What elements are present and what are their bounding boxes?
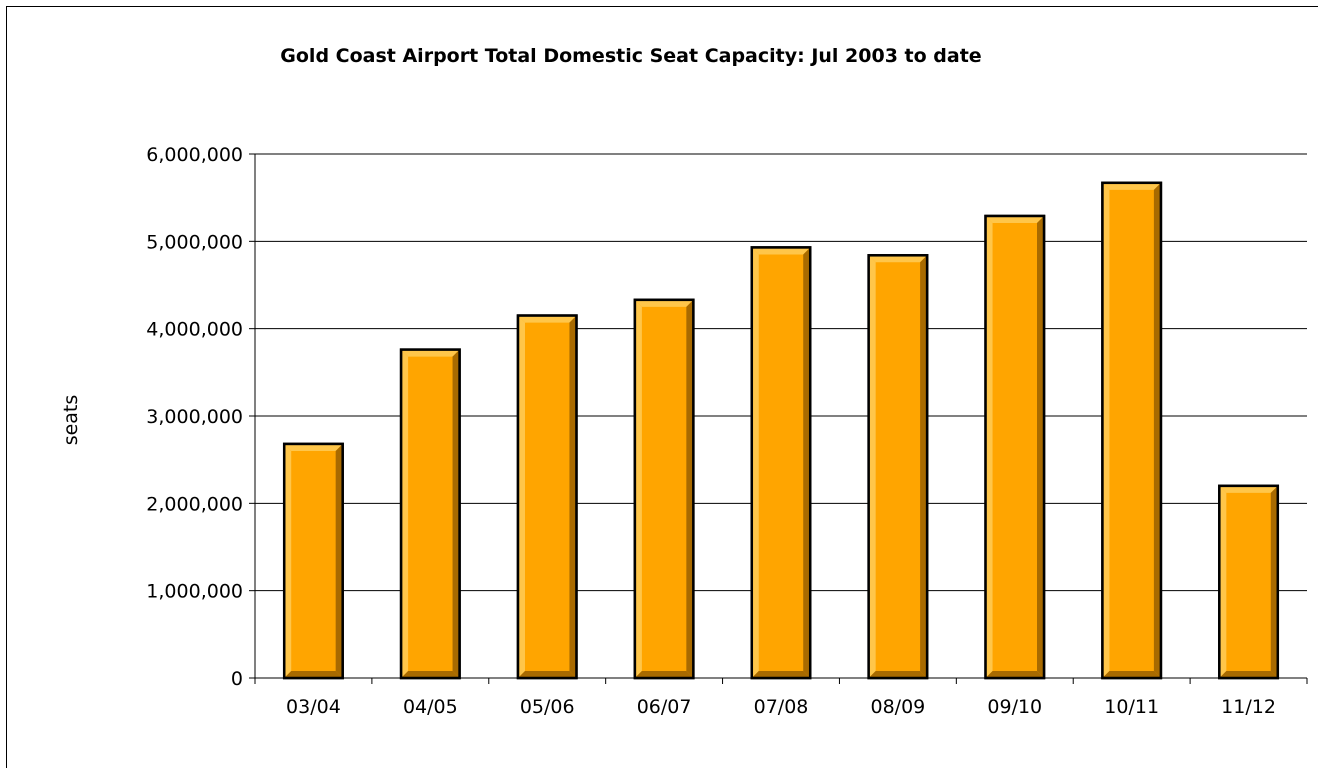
bar-bevel-top (284, 443, 343, 451)
bar-bevel-bottom (401, 671, 460, 678)
x-tick-label: 04/05 (403, 696, 458, 718)
bar-bevel-bottom (868, 671, 928, 678)
bar-bevel-right (920, 255, 928, 678)
y-tick-label: 6,000,000 (146, 144, 243, 166)
bar (633, 298, 695, 680)
chart-frame: Gold Coast Airport Total Domestic Seat C… (6, 6, 1318, 768)
y-tick-labels: 0 1,000,000 2,000,000 3,000,000 4,000,000 5,0… (146, 144, 243, 690)
bar (750, 246, 812, 680)
x-tick-label: 11/12 (1221, 696, 1276, 718)
y-tick-label: 1,000,000 (146, 581, 243, 603)
bar-bevel-left (1102, 182, 1110, 678)
axes (249, 153, 1308, 684)
bar-body (633, 298, 695, 680)
bar-bevel-top (751, 247, 811, 255)
bar (516, 314, 578, 680)
bar-bevel-right (1153, 182, 1161, 678)
y-axis-label: seats (60, 395, 82, 446)
y-tick-label: 4,000,000 (146, 319, 243, 341)
x-tick-label: 09/10 (987, 696, 1042, 718)
bar-bevel-top (868, 255, 928, 263)
bar-bevel-right (335, 443, 343, 678)
bar-bevel-top (985, 216, 1044, 224)
bar-bevel-right (1270, 485, 1278, 678)
x-tick-label: 08/09 (871, 696, 926, 718)
bar-bevel-right (686, 299, 694, 678)
x-tick-label: 07/08 (754, 696, 809, 718)
bar-bevel-bottom (751, 671, 811, 678)
bar-bevel-right (1037, 216, 1044, 679)
bar (867, 254, 929, 680)
bar-body (399, 348, 461, 680)
bar (282, 442, 344, 680)
bar-bevel-top (1102, 182, 1161, 190)
bar-bevel-left (1219, 485, 1227, 678)
bar-body (282, 442, 344, 680)
bar-bevel-left (401, 349, 409, 678)
bar (1101, 181, 1163, 680)
bar-chart: Gold Coast Airport Total Domestic Seat C… (60, 45, 1308, 718)
bar-bevel-top (634, 299, 694, 307)
bar-bevel-bottom (985, 671, 1044, 678)
bar-bevel-right (452, 349, 460, 678)
bar-body (984, 214, 1046, 680)
y-tick-label: 2,000,000 (146, 493, 243, 515)
x-tick-label: 03/04 (286, 696, 341, 718)
bar-bevel-top (1219, 485, 1278, 493)
bar-bevel-right (803, 247, 811, 679)
bar-bevel-left (518, 315, 525, 678)
bar-bevel-left (868, 255, 876, 678)
bar-bevel-top (518, 315, 577, 323)
bars (282, 181, 1280, 680)
y-tick-label: 3,000,000 (146, 406, 243, 428)
bar-bevel-left (751, 247, 759, 679)
bar-bevel-right (569, 315, 577, 678)
x-tick-label: 10/11 (1104, 696, 1159, 718)
bar-bevel-left (284, 443, 292, 678)
bar (984, 214, 1046, 680)
bar-body (1218, 484, 1280, 680)
bar-bevel-left (634, 299, 642, 678)
bar-bevel-bottom (1102, 671, 1161, 678)
bar-body (867, 254, 929, 680)
bar (399, 348, 461, 680)
x-tick-label: 06/07 (637, 696, 692, 718)
bar-bevel-top (401, 349, 460, 357)
bar-bevel-bottom (634, 671, 694, 678)
bar (1218, 484, 1280, 680)
bar-bevel-bottom (1219, 671, 1278, 678)
y-tick-label: 0 (231, 668, 243, 690)
chart-title: Gold Coast Airport Total Domestic Seat C… (280, 45, 981, 67)
bar-body (516, 314, 578, 680)
x-tick-labels: 03/04 04/05 05/06 06/07 07/08 08/09 09/10 10/11… (286, 696, 1276, 718)
bar-body (750, 246, 812, 680)
bar-bevel-bottom (518, 671, 577, 678)
y-tick-label: 5,000,000 (146, 231, 243, 253)
bar-bevel-bottom (284, 671, 343, 678)
bar-body (1101, 181, 1163, 680)
x-tick-label: 05/06 (520, 696, 575, 718)
bar-bevel-left (985, 216, 993, 679)
